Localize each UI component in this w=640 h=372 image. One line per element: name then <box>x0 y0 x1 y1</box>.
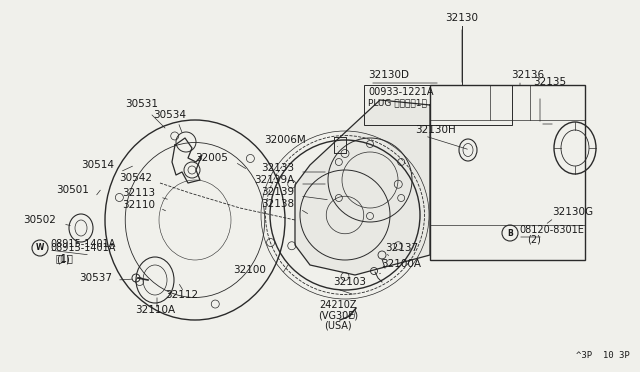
Text: PLUG プラグ〄1〉: PLUG プラグ〄1〉 <box>368 99 427 108</box>
Text: 32136: 32136 <box>511 70 544 80</box>
Text: 00933-1221A: 00933-1221A <box>368 87 433 97</box>
Text: 30514: 30514 <box>81 160 114 170</box>
Text: (1): (1) <box>56 255 70 265</box>
Text: (USA): (USA) <box>324 320 352 330</box>
Text: 32137: 32137 <box>385 243 418 253</box>
Text: 32005: 32005 <box>195 153 228 163</box>
Text: 32130: 32130 <box>445 13 479 23</box>
Text: ^3P  10 3P: ^3P 10 3P <box>576 351 630 360</box>
Text: 30542: 30542 <box>119 173 152 183</box>
Text: (VG30E): (VG30E) <box>318 310 358 320</box>
Text: 32139A: 32139A <box>253 175 294 185</box>
Text: (2): (2) <box>527 235 541 245</box>
Text: 24210Z: 24210Z <box>319 300 356 310</box>
Text: 32130D: 32130D <box>368 70 409 80</box>
Text: 32139: 32139 <box>261 187 294 197</box>
Bar <box>364 85 512 125</box>
Text: 08915-1401A: 08915-1401A <box>50 239 115 249</box>
Text: 32113: 32113 <box>122 188 155 198</box>
Text: B: B <box>507 228 513 237</box>
Text: 30537: 30537 <box>79 273 112 283</box>
Polygon shape <box>295 100 430 275</box>
Text: 32130G: 32130G <box>552 207 593 217</box>
Text: 32100: 32100 <box>233 265 266 275</box>
Text: 30502: 30502 <box>23 215 56 225</box>
Text: 08120-8301E: 08120-8301E <box>519 225 584 235</box>
Text: 32103: 32103 <box>333 277 366 287</box>
Text: 32006M: 32006M <box>264 135 306 145</box>
Text: 30531: 30531 <box>125 99 159 109</box>
Bar <box>430 85 585 260</box>
Text: 、1〉: 、1〉 <box>56 253 74 263</box>
Text: 08915-1401A: 08915-1401A <box>50 243 115 253</box>
Text: 32133: 32133 <box>261 163 294 173</box>
Text: 32110: 32110 <box>122 200 155 210</box>
Text: 32130H: 32130H <box>415 125 456 135</box>
Text: 30501: 30501 <box>56 185 89 195</box>
Text: W: W <box>36 244 44 253</box>
Text: 32100A: 32100A <box>381 259 421 269</box>
Text: 32138: 32138 <box>261 199 294 209</box>
Text: 32135: 32135 <box>533 77 566 87</box>
Text: 32112: 32112 <box>165 290 198 300</box>
Text: 30534: 30534 <box>154 110 186 120</box>
Text: 32110A: 32110A <box>135 305 175 315</box>
